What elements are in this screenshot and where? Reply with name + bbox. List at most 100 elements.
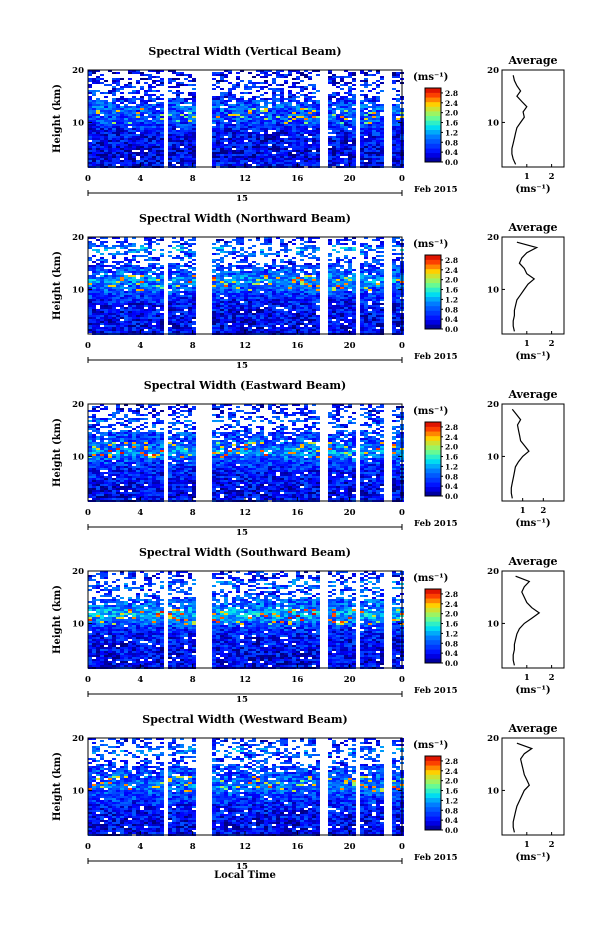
heatmap-cell — [380, 132, 384, 134]
heatmap-cell — [216, 241, 220, 243]
heatmap-cell — [244, 309, 248, 311]
heatmap-cell — [312, 319, 316, 321]
heatmap-cell — [212, 126, 216, 128]
heatmap-cell — [148, 315, 152, 317]
heatmap-cell — [116, 273, 120, 275]
heatmap-cell — [308, 116, 312, 118]
heatmap-cell — [292, 130, 296, 132]
heatmap-cell — [256, 86, 260, 88]
heatmap-cell — [96, 297, 100, 299]
heatmap-cell — [144, 82, 148, 84]
heatmap-cell — [168, 297, 172, 299]
heatmap-cell — [180, 144, 184, 146]
heatmap-cell — [124, 319, 128, 321]
heatmap-cell — [140, 108, 144, 110]
heatmap-cell — [148, 321, 152, 323]
heatmap-cell — [256, 110, 260, 112]
heatmap-cell — [148, 152, 152, 154]
heatmap-cell — [260, 253, 264, 255]
heatmap-cell — [108, 307, 112, 309]
heatmap-cell — [160, 118, 164, 120]
heatmap-cell — [136, 70, 140, 72]
heatmap-cell — [180, 277, 184, 279]
heatmap-cell — [160, 130, 164, 132]
heatmap-cell — [264, 325, 268, 327]
heatmap-cell — [304, 273, 308, 275]
heatmap-cell — [336, 116, 340, 118]
heatmap-cell — [228, 321, 232, 323]
heatmap-cell — [128, 275, 132, 277]
heatmap-cell — [284, 265, 288, 267]
heatmap-cell — [112, 299, 116, 301]
heatmap-cell — [144, 100, 148, 102]
heatmap-cell — [376, 126, 380, 128]
heatmap-cell — [332, 74, 336, 76]
heatmap-cell — [128, 92, 132, 94]
heatmap-cell — [308, 281, 312, 283]
heatmap-cell — [328, 162, 332, 164]
heatmap-cell — [216, 130, 220, 132]
heatmap-cell — [272, 142, 276, 144]
heatmap-cell — [396, 132, 400, 134]
heatmap-cell — [244, 122, 248, 124]
heatmap-cell — [328, 241, 332, 243]
heatmap-cell — [232, 132, 236, 134]
panel-title: Spectral Width (Vertical Beam) — [148, 45, 341, 58]
heatmap-cell — [232, 271, 236, 273]
heatmap-cell — [240, 92, 244, 94]
heatmap-cell — [228, 158, 232, 160]
heatmap-cell — [220, 146, 224, 148]
heatmap-cell — [144, 323, 148, 325]
heatmap-cell — [336, 277, 340, 279]
heatmap-cell — [376, 164, 380, 166]
heatmap-cell — [360, 120, 364, 122]
heatmap-cell — [124, 118, 128, 120]
heatmap-cell — [376, 158, 380, 160]
heatmap-cell — [180, 134, 184, 136]
heatmap-cell — [256, 106, 260, 108]
heatmap-cell — [228, 108, 232, 110]
heatmap-cell — [368, 112, 372, 114]
heatmap-cell — [216, 82, 220, 84]
heatmap-cell — [112, 158, 116, 160]
heatmap-cell — [124, 329, 128, 331]
heatmap-cell — [152, 279, 156, 281]
heatmap-cell — [304, 158, 308, 160]
heatmap-cell — [120, 120, 124, 122]
heatmap-cell — [184, 154, 188, 156]
heatmap-cell — [96, 277, 100, 279]
heatmap-cell — [284, 301, 288, 303]
beam-panel-1: Spectral Width (Vertical Beam)1020Height… — [52, 45, 565, 204]
heatmap-cell — [328, 70, 332, 72]
heatmap-cell — [292, 142, 296, 144]
heatmap-cell — [184, 291, 188, 293]
heatmap-cell — [244, 255, 248, 257]
heatmap-cell — [144, 94, 148, 96]
heatmap-cell — [380, 128, 384, 130]
heatmap-cell — [260, 325, 264, 327]
heatmap-cell — [176, 245, 180, 247]
heatmap-cell — [104, 279, 108, 281]
heatmap-cell — [96, 90, 100, 92]
heatmap-cell — [332, 130, 336, 132]
heatmap-cell — [240, 269, 244, 271]
heatmap-cell — [88, 100, 92, 102]
heatmap-cell — [228, 122, 232, 124]
heatmap-cell — [312, 114, 316, 116]
heatmap-cell — [336, 283, 340, 285]
colorbar-band — [425, 92, 441, 98]
heatmap-cell — [108, 124, 112, 126]
heatmap-cell — [308, 273, 312, 275]
heatmap-cell — [344, 96, 348, 98]
heatmap-cell — [96, 313, 100, 315]
heatmap-cell — [124, 241, 128, 243]
heatmap-cell — [344, 84, 348, 86]
heatmap-cell — [160, 128, 164, 130]
heatmap-cell — [276, 84, 280, 86]
heatmap-cell — [96, 110, 100, 112]
heatmap-cell — [108, 110, 112, 112]
heatmap-cell — [308, 110, 312, 112]
heatmap-cell — [308, 299, 312, 301]
heatmap-cell — [372, 114, 376, 116]
heatmap-cell — [116, 313, 120, 315]
